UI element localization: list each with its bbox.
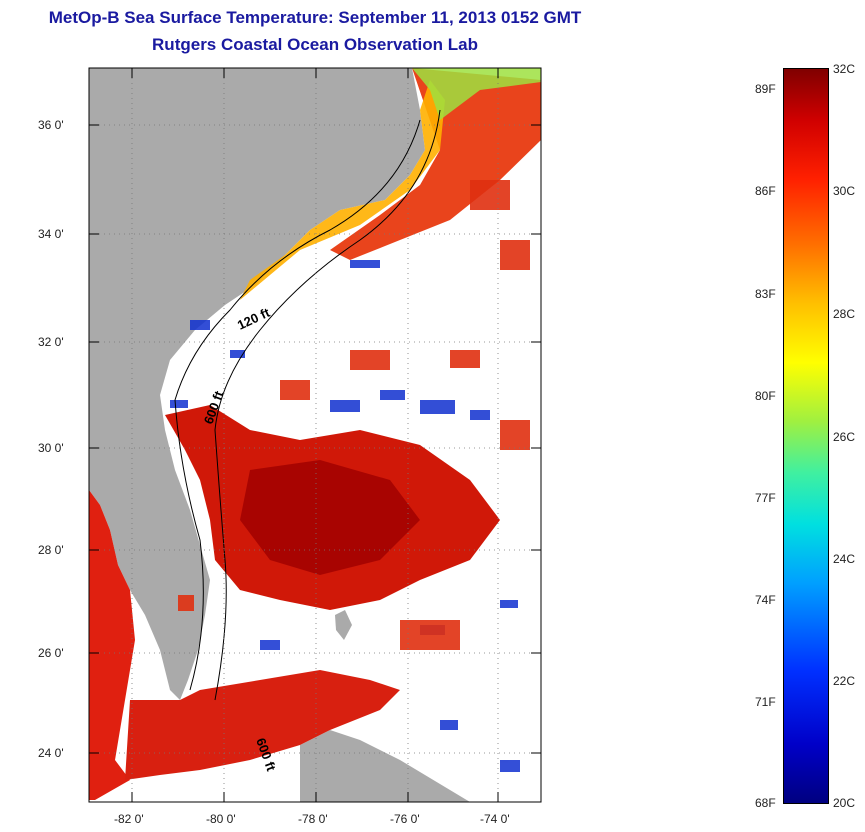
map-title: MetOp-B Sea Surface Temperature: Septemb… bbox=[48, 8, 582, 27]
colorbar-f-label: 74F bbox=[755, 593, 776, 607]
colorbar-c-label: 22C bbox=[833, 674, 856, 688]
sst-cool-northeast bbox=[412, 68, 541, 120]
land-cuba bbox=[300, 730, 470, 802]
colorbar-f-label: 83F bbox=[755, 287, 776, 301]
isobath-120ft bbox=[174, 119, 421, 691]
sst-warm-core bbox=[240, 460, 420, 575]
map-frame bbox=[88, 67, 542, 803]
lat-label: 26 0' bbox=[38, 646, 64, 660]
map-subtitle: Rutgers Coastal Ocean Observation Lab bbox=[152, 35, 478, 54]
lat-label: 36 0' bbox=[38, 118, 64, 132]
lat-label: 30 0' bbox=[38, 441, 64, 455]
lon-label: -80 0' bbox=[206, 812, 236, 826]
lon-label: -78 0' bbox=[298, 812, 328, 826]
lat-label: 28 0' bbox=[38, 543, 64, 557]
sst-gulf-stream bbox=[330, 68, 541, 260]
colorbar-c-label: 32C bbox=[833, 62, 856, 76]
colorbar-c-label: 20C bbox=[833, 796, 856, 810]
colorbar-c-label: 24C bbox=[833, 552, 856, 566]
colorbar-c-label: 28C bbox=[833, 307, 856, 321]
colorbar-f-label: 89F bbox=[755, 82, 776, 96]
colorbar-c-label: 26C bbox=[833, 430, 856, 444]
graticule bbox=[89, 68, 541, 802]
colorbar-f-label: 86F bbox=[755, 184, 776, 198]
lon-label: -82 0' bbox=[114, 812, 144, 826]
lat-label: 32 0' bbox=[38, 335, 64, 349]
colorbar-f-label: 77F bbox=[755, 491, 776, 505]
land-us-southeast bbox=[89, 68, 425, 700]
sst-gulf bbox=[89, 490, 135, 800]
lon-label: -76 0' bbox=[390, 812, 420, 826]
colorbar-f-label: 68F bbox=[755, 796, 776, 810]
lat-label: 24 0' bbox=[38, 746, 64, 760]
temperature-colorbar bbox=[783, 68, 829, 804]
colorbar-c-label: 30C bbox=[833, 184, 856, 198]
isobath-600ft bbox=[214, 109, 441, 701]
colorbar-f-label: 80F bbox=[755, 389, 776, 403]
sst-warm-south bbox=[125, 670, 400, 780]
sst-warm-speckles bbox=[178, 180, 530, 650]
land-bahamas bbox=[335, 610, 352, 640]
lon-label: -74 0' bbox=[480, 812, 510, 826]
colorbar-f-label: 71F bbox=[755, 695, 776, 709]
lat-label: 34 0' bbox=[38, 227, 64, 241]
axis-ticks bbox=[89, 68, 541, 802]
